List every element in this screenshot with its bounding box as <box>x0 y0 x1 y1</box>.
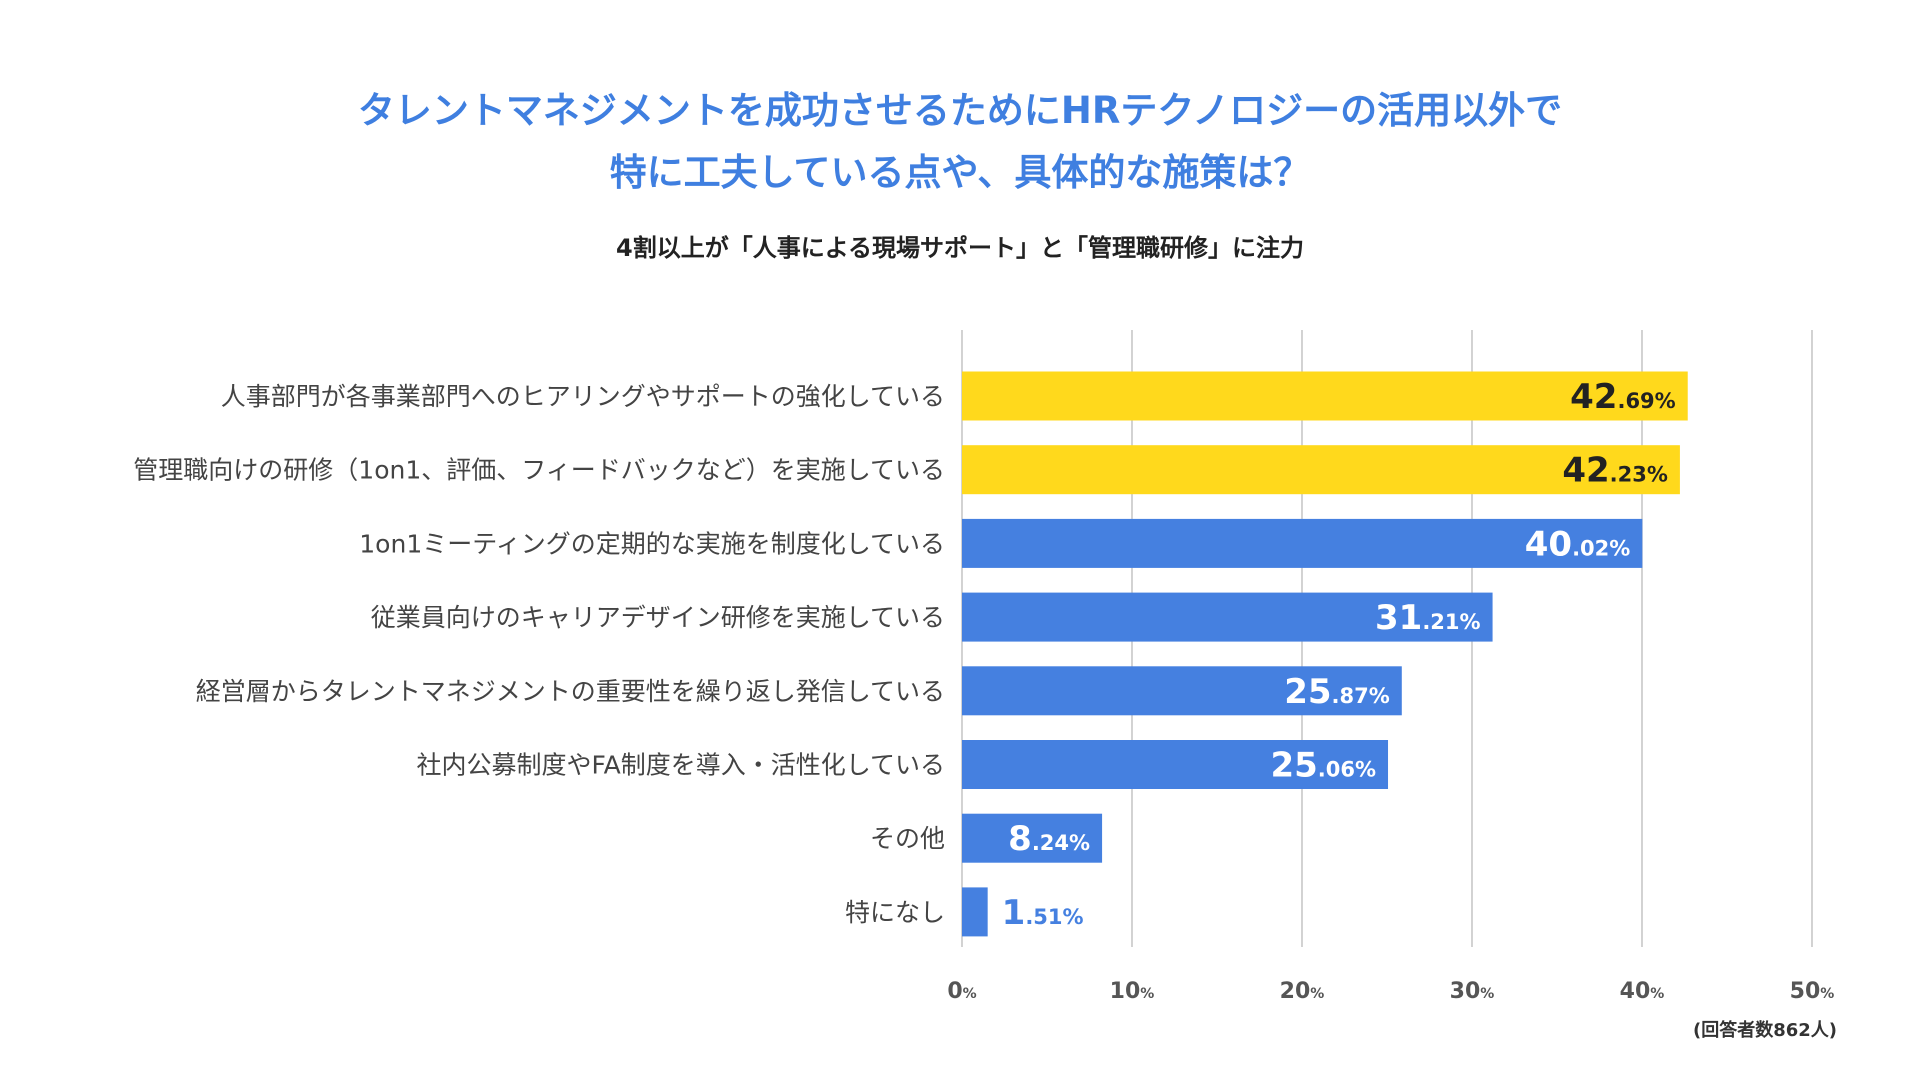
x-tick-label: 30% <box>1450 979 1495 1004</box>
bar <box>962 887 988 937</box>
data-label: 42.69% <box>1570 377 1676 417</box>
category-label: 人事部門が各事業部門へのヒアリングやサポートの強化している <box>221 382 945 411</box>
data-label: 8.24% <box>1008 819 1090 859</box>
x-tick-label: 20% <box>1280 979 1325 1004</box>
bar <box>962 666 1402 716</box>
data-label: 42.23% <box>1562 451 1668 491</box>
category-label: 経営層からタレントマネジメントの重要性を繰り返し発信している <box>196 677 945 706</box>
category-label: 社内公募制度やFA制度を導入・活性化している <box>417 751 945 780</box>
category-label: 特になし <box>845 898 945 927</box>
x-tick-label: 10% <box>1110 979 1155 1004</box>
bar <box>962 813 1103 863</box>
category-label: 従業員向けのキャリアデザイン研修を実施している <box>371 603 945 632</box>
x-tick-label: 40% <box>1620 979 1665 1004</box>
chart-title-line-1: タレントマネジメントを成功させるためにHRテクノロジーの活用以外で <box>357 89 1563 132</box>
category-label: 1on1ミーティングの定期的な実施を制度化している <box>359 529 945 558</box>
footnote: (回答者数862人) <box>1692 1020 1837 1041</box>
data-label: 25.06% <box>1270 746 1376 786</box>
category-label: その他 <box>870 824 945 853</box>
chart-title-line-2: 特に工夫している点や、具体的な施策は？ <box>609 151 1311 194</box>
bar <box>962 371 1688 421</box>
bar <box>962 592 1493 642</box>
x-tick-label: 50% <box>1790 979 1835 1004</box>
bar <box>962 740 1389 789</box>
category-label: 管理職向けの研修（1on1、評価、フィードバックなど）を実施している <box>133 456 945 485</box>
data-label: 31.21% <box>1375 598 1481 638</box>
bar <box>962 445 1680 495</box>
bar <box>962 518 1643 568</box>
chart-subtitle: 4割以上が「人事による現場サポート」と「管理職研修」に注力 <box>616 234 1304 262</box>
x-tick-label: 0% <box>947 979 976 1004</box>
data-label: 40.02% <box>1525 524 1631 564</box>
data-label: 25.87% <box>1284 672 1390 712</box>
data-label: 1.51% <box>1002 893 1084 933</box>
